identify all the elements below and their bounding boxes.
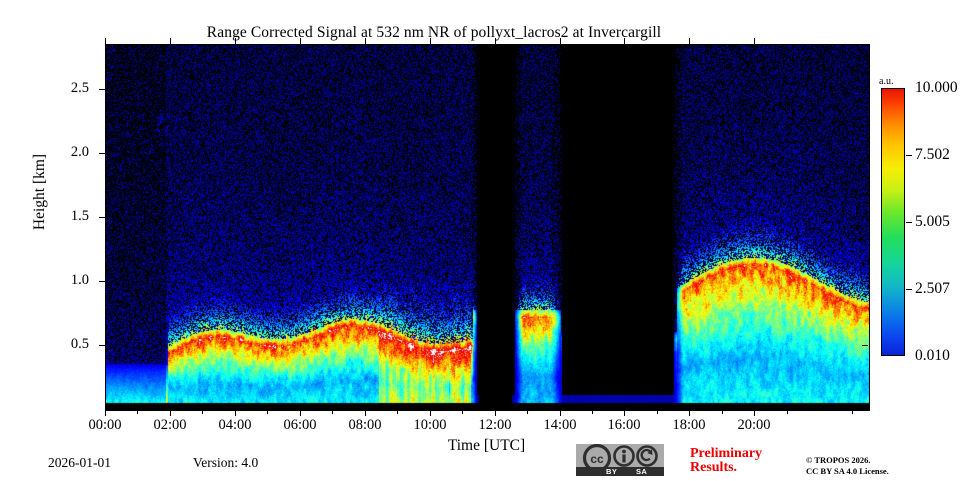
x-tick-label-7: 14:00	[543, 417, 577, 433]
y-tick-label-2: 1.5	[70, 208, 89, 224]
y-tick-4	[99, 89, 105, 90]
x-tick-minor-1	[137, 410, 138, 414]
x-tick-label-8: 16:00	[607, 417, 641, 433]
x-tick-5	[430, 410, 431, 416]
colorbar-tick-1	[906, 289, 912, 290]
x-tick-top-6	[495, 38, 496, 44]
colorbar-tick-label-3: 7.502	[915, 146, 950, 163]
copyright-line-2: CC BY SA 4.0 License.	[806, 466, 889, 476]
x-tick-2	[235, 410, 236, 416]
cc-badge-band	[576, 467, 664, 476]
x-tick-top-3	[300, 38, 301, 44]
y-tick-1	[99, 281, 105, 282]
x-tick-label-4: 08:00	[348, 417, 382, 433]
x-tick-minor-11	[462, 410, 463, 414]
cc-sa-label: SA	[636, 467, 648, 476]
x-tick-0	[105, 410, 106, 416]
page-title: Range Corrected Signal at 532 nm NR of p…	[206, 24, 662, 41]
x-tick-label-9: 18:00	[672, 417, 706, 433]
x-tick-label-3: 06:00	[283, 417, 317, 433]
y-tick-0	[99, 345, 105, 346]
y-tick-right-1	[862, 281, 868, 282]
y-tick-2	[99, 217, 105, 218]
colorbar-tick-label-2: 5.005	[915, 213, 950, 230]
x-tick-label-0: 00:00	[88, 417, 122, 433]
x-tick-top-4	[365, 38, 366, 44]
x-tick-top-7	[560, 38, 561, 44]
y-tick-right-2	[862, 217, 868, 218]
y-tick-label-1: 1.0	[70, 272, 89, 288]
x-tick-label-6: 12:00	[478, 417, 512, 433]
colorbar-tick-label-0: 0.010	[915, 347, 950, 364]
plot-area[interactable]	[105, 44, 870, 411]
x-tick-minor-15	[592, 410, 593, 414]
x-tick-7	[560, 410, 561, 416]
colorbar-tick-label-1: 2.507	[915, 280, 950, 297]
x-tick-minor-21	[787, 410, 788, 414]
x-tick-8	[624, 410, 625, 416]
x-tick-minor-17	[657, 410, 658, 414]
x-tick-top-9	[689, 38, 690, 44]
x-tick-9	[689, 410, 690, 416]
colorbar-tick-2	[906, 222, 912, 223]
x-tick-1	[170, 410, 171, 416]
copyright-line-1: © TROPOS 2026.	[806, 455, 871, 465]
colorbar[interactable]	[881, 88, 905, 356]
footer-date: 2026-01-01	[48, 455, 111, 470]
x-tick-top-0	[105, 38, 106, 44]
x-tick-label-10: 20:00	[737, 417, 771, 433]
y-tick-label-3: 2.0	[70, 144, 89, 160]
y-tick-3	[99, 153, 105, 154]
x-axis-title: Time [UTC]	[447, 437, 526, 454]
x-tick-minor-13	[527, 410, 528, 414]
y-tick-right-0	[862, 345, 868, 346]
x-tick-minor-7	[332, 410, 333, 414]
x-tick-6	[495, 410, 496, 416]
copyright-note: © TROPOS 2026. CC BY SA 4.0 License.	[806, 455, 889, 477]
y-tick-right-4	[862, 89, 868, 90]
x-tick-4	[365, 410, 366, 416]
x-tick-10	[754, 410, 755, 416]
x-tick-top-2	[235, 38, 236, 44]
cc-by-label: BY	[606, 467, 618, 476]
y-tick-label-4: 2.5	[70, 80, 89, 96]
x-tick-top-5	[430, 38, 431, 44]
preliminary-results-note: Preliminary Results.	[690, 446, 763, 475]
x-tick-top-10	[754, 38, 755, 44]
x-tick-label-2: 04:00	[218, 417, 252, 433]
y-axis-title: Height [km]	[31, 153, 48, 231]
x-tick-minor-9	[397, 410, 398, 414]
x-tick-3	[300, 410, 301, 416]
svg-text:cc: cc	[590, 452, 604, 466]
x-tick-minor-3	[202, 410, 203, 414]
x-tick-minor-19	[722, 410, 723, 414]
x-tick-minor-23	[852, 410, 853, 414]
x-tick-label-5: 10:00	[413, 417, 447, 433]
x-tick-minor-5	[267, 410, 268, 414]
x-tick-top-8	[624, 38, 625, 44]
x-tick-top-1	[170, 38, 171, 44]
colorbar-tick-label-4: 10.000	[915, 79, 958, 96]
heatmap-canvas[interactable]	[106, 45, 869, 410]
colorbar-tick-3	[906, 155, 912, 156]
y-tick-right-3	[862, 153, 868, 154]
x-tick-label-1: 02:00	[153, 417, 187, 433]
colorbar-unit-label: a.u.	[879, 76, 894, 87]
creative-commons-badge-icon[interactable]: cc BY SA	[576, 443, 664, 476]
footer-version: Version: 4.0	[193, 455, 259, 470]
y-tick-label-0: 0.5	[70, 336, 89, 352]
